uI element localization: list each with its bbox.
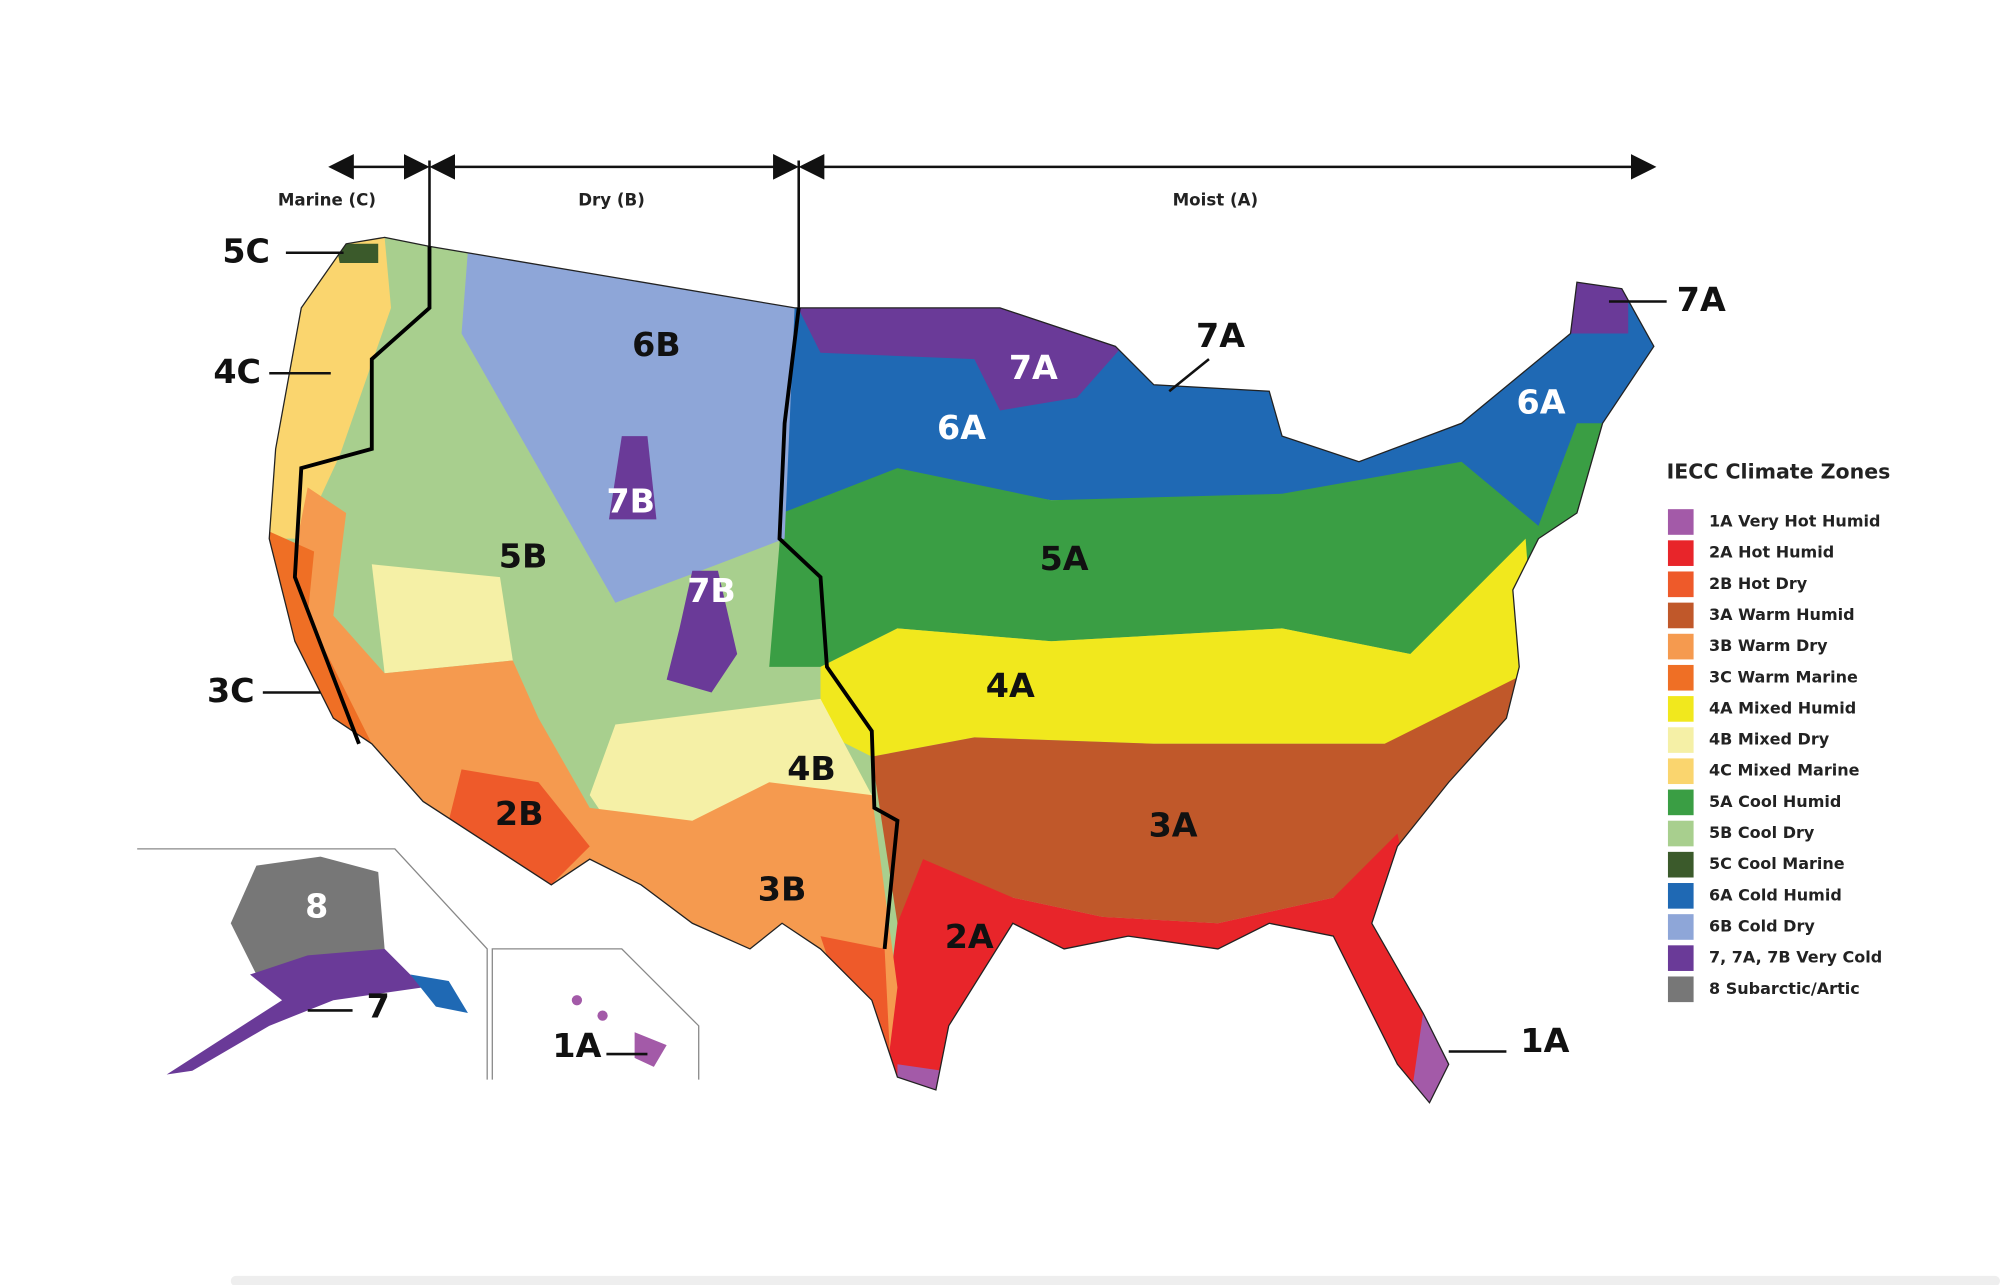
zone-label: 3C [207,671,255,710]
leader [1168,358,1210,393]
legend-title: IECC Climate Zones [1667,459,1891,483]
legend-label: 4B Mixed Dry [1709,730,1830,749]
zone-label: 3B [758,870,807,909]
legend-label: 7, 7A, 7B Very Cold [1709,948,1882,967]
legend-swatch [1667,633,1694,660]
legend: 1A Very Hot Humid 2A Hot Humid 2B Hot Dry 3… [1667,509,1882,1003]
legend-label: 3C Warm Marine [1709,667,1858,686]
legend-swatch [1667,602,1694,629]
zone-label: 6A [1517,383,1566,422]
zone-label: 1A [552,1026,601,1065]
zone-label: 1A [1520,1021,1569,1060]
zone-label: 7B [606,481,655,520]
zone-label: 5C [222,231,270,270]
zone-label: 7A [1196,316,1245,355]
zone-label: 3A [1149,806,1198,845]
legend-label: 4A Mixed Humid [1709,698,1856,717]
hawaii [634,1032,667,1067]
alaska-panhandle [410,974,468,1014]
legend-swatch [1667,851,1694,878]
legend-swatch [1667,509,1694,535]
zone-label: 5A [1040,539,1089,578]
inset-frame [137,848,488,1080]
zone-label: 6A [937,408,986,447]
zone-label: 2A [945,917,994,956]
legend-swatch [1667,696,1694,722]
footer-bar [230,1275,2000,1285]
legend-swatch [1667,664,1694,691]
zone-label: 7 [367,986,390,1025]
legend-label: 8 Subarctic/Artic [1709,979,1860,998]
inset-frame [491,948,700,1080]
legend-label: 3A Warm Humid [1709,605,1855,624]
region-label: Dry (B) [578,190,645,209]
alaska-south [166,948,424,1075]
legend-swatch [1667,540,1694,566]
zone-label: 5B [499,536,548,575]
zone-label: 6B [632,325,681,364]
legend-label: 5B Cool Dry [1709,823,1815,842]
legend-swatch [1667,789,1694,816]
alaska [230,856,385,975]
zone-label: 7A [1009,348,1058,387]
legend-label: 5C Cool Marine [1709,854,1845,873]
legend-swatch [1667,914,1694,940]
zone-label: 4B [787,749,836,788]
legend-swatch [1667,758,1694,785]
zone-label: 4C [213,352,261,391]
legend-swatch [1667,945,1694,971]
zone-label: 7A [1677,280,1726,319]
zone-label: 8 [305,886,328,925]
legend-swatch [1667,820,1694,847]
zone-label: 4A [986,666,1035,705]
legend-swatch [1667,571,1694,598]
legend-swatch [1667,883,1694,909]
legend-label: 4C Mixed Marine [1709,761,1860,780]
hawaii-island [571,995,583,1006]
legend-swatch [1667,976,1694,1003]
hawaii-island [597,1010,608,1021]
legend-label: 6B Cold Dry [1709,916,1815,935]
legend-swatch [1667,727,1694,753]
zone-label: 2B [495,794,544,833]
region-label: Moist (A) [1173,190,1259,209]
region-label: Marine (C) [278,190,376,209]
zone-label: 7B [687,571,736,610]
divider-lines [292,246,900,950]
legend-label: 5A Cool Humid [1709,792,1841,811]
legend-label: 6A Cold Humid [1709,885,1842,904]
legend-label: 1A Very Hot Humid [1709,511,1881,530]
legend-label: 3B Warm Dry [1709,636,1828,655]
legend-label: 2B Hot Dry [1709,574,1808,593]
legend-label: 2A Hot Humid [1709,543,1834,562]
